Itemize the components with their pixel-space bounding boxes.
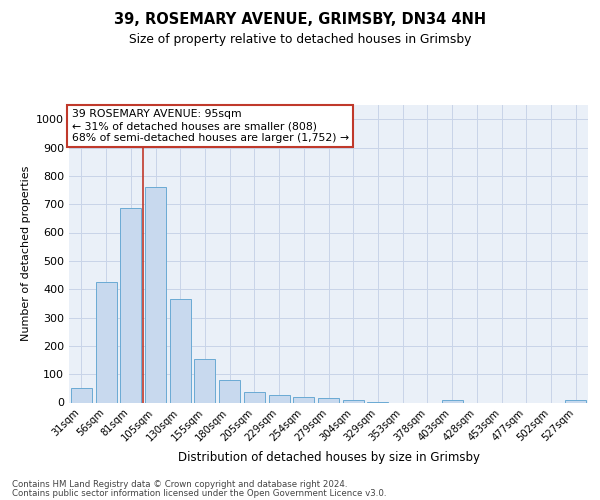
Text: 39, ROSEMARY AVENUE, GRIMSBY, DN34 4NH: 39, ROSEMARY AVENUE, GRIMSBY, DN34 4NH: [114, 12, 486, 28]
Bar: [318, 398, 339, 402]
Y-axis label: Number of detached properties: Number of detached properties: [20, 166, 31, 342]
Text: Contains HM Land Registry data © Crown copyright and database right 2024.: Contains HM Land Registry data © Crown c…: [12, 480, 347, 489]
Bar: [442, 400, 463, 402]
Bar: [293, 397, 314, 402]
Bar: [71, 388, 92, 402]
Bar: [95, 282, 116, 403]
Text: Contains public sector information licensed under the Open Government Licence v3: Contains public sector information licen…: [12, 489, 386, 498]
Text: Size of property relative to detached houses in Grimsby: Size of property relative to detached ho…: [129, 32, 471, 46]
Bar: [565, 400, 586, 402]
Bar: [244, 392, 265, 402]
Text: 39 ROSEMARY AVENUE: 95sqm
← 31% of detached houses are smaller (808)
68% of semi: 39 ROSEMARY AVENUE: 95sqm ← 31% of detac…: [71, 110, 349, 142]
Bar: [343, 400, 364, 402]
Bar: [194, 359, 215, 403]
Bar: [219, 380, 240, 402]
Bar: [269, 395, 290, 402]
Bar: [145, 187, 166, 402]
Bar: [170, 299, 191, 403]
Bar: [120, 208, 141, 402]
X-axis label: Distribution of detached houses by size in Grimsby: Distribution of detached houses by size …: [178, 452, 479, 464]
